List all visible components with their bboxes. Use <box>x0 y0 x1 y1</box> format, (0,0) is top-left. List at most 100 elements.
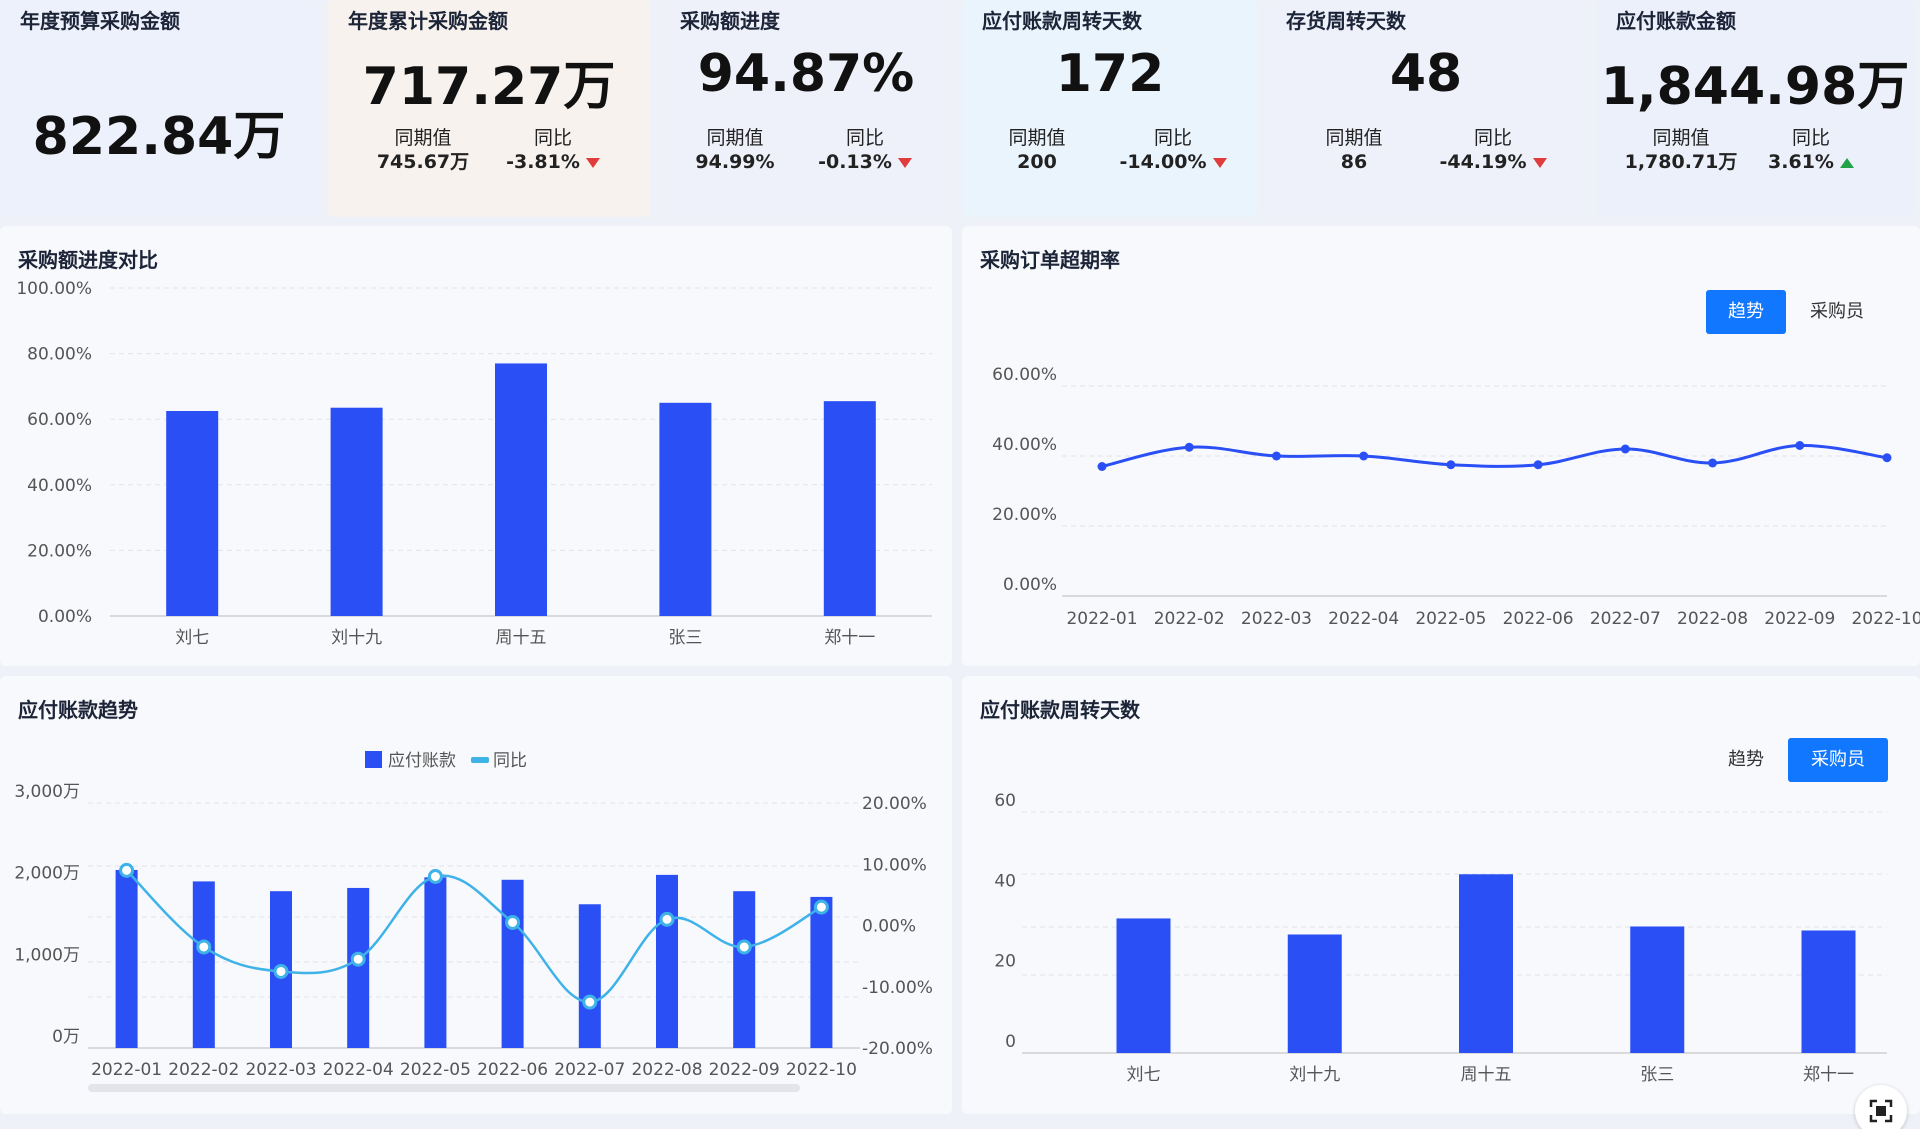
x-tick-label: 张三 <box>1640 1065 1674 1085</box>
kpi-prev: 同期值 86 <box>1279 126 1429 174</box>
x-tick-label: 刘十九 <box>1289 1065 1340 1085</box>
x-tick-label: 2022-05 <box>1415 609 1486 629</box>
y-left-tick-label: 3,000万 <box>14 782 80 802</box>
y-tick-label: 40 <box>994 871 1016 891</box>
y-tick-label: 40.00% <box>992 435 1057 455</box>
x-tick-label: 刘十九 <box>331 628 382 648</box>
legend-label: 同比 <box>493 751 527 771</box>
data-point <box>1184 442 1194 452</box>
panel-progress-compare: 0.00% 20.00% 40.00% 60.00% 80.00% 100.00% 刘七 刘十… <box>0 226 952 666</box>
kpi-yoy: 同比 -0.13% <box>790 126 940 174</box>
overdue-line-chart: 0.00% 20.00% 40.00% 60.00% 2022-01 2022-02 202… <box>992 365 1920 629</box>
y-right-tick-label: 0.00% <box>862 917 916 937</box>
x-tick-label: 2022-10 <box>786 1060 857 1080</box>
x-tick-label: 2022-02 <box>1154 609 1225 629</box>
yoy-label: 同比 <box>1153 127 1192 149</box>
bar <box>1459 874 1513 1053</box>
bar <box>1630 926 1685 1053</box>
x-tick-label: 刘七 <box>175 628 209 648</box>
kpi-value: 1,844.98万 <box>1600 57 1910 117</box>
y-left-tick-label: 2,000万 <box>14 864 80 884</box>
x-tick-label: 刘七 <box>1127 1065 1161 1085</box>
prev-value: 86 <box>1340 151 1368 173</box>
bar <box>115 869 138 1048</box>
bar <box>656 874 678 1048</box>
y-tick-label: 100.00% <box>16 279 92 299</box>
yoy-point <box>582 994 598 1010</box>
kpi-card-cumulative: 年度累计采购金额 717.27万 同期值 745.67万 同比 -3.81% <box>328 0 650 217</box>
x-tick-label: 周十五 <box>496 628 547 648</box>
bar <box>823 401 876 616</box>
up-arrow-icon <box>1839 157 1854 168</box>
kpi-title: 采购额进度 <box>680 9 780 33</box>
x-tick-label: 2022-01 <box>91 1060 162 1080</box>
prev-label: 同期值 <box>1652 127 1710 149</box>
x-tick-label: 2022-06 <box>1503 609 1574 629</box>
yoy-value: -14.00% <box>1119 151 1207 173</box>
yoy-point <box>427 869 443 884</box>
kpi-card-inventory-days: 存货周转天数 48 同期值 86 同比 -44.19% <box>1266 0 1586 217</box>
y-tick-label: 0 <box>1005 1032 1016 1052</box>
buyer-toggle-button[interactable]: 采购员 <box>1810 301 1864 322</box>
data-point <box>1359 451 1369 461</box>
data-point <box>1620 444 1630 454</box>
turnover-bar-chart: 0 20 40 60 刘七 刘十九 周十五 张三 郑十一 <box>994 791 1887 1085</box>
x-tick-label: 2022-06 <box>477 1060 548 1080</box>
x-tick-label: 2022-02 <box>168 1060 239 1080</box>
y-tick-label: 60.00% <box>27 410 92 430</box>
fullscreen-button[interactable] <box>1855 1085 1907 1129</box>
yoy-point <box>736 939 752 955</box>
kpi-value: 94.87% <box>697 44 915 104</box>
kpi-yoy: 同比 -14.00% <box>1098 126 1248 174</box>
y-tick-label: 20 <box>994 952 1016 972</box>
kpi-card-budget: 年度预算采购金额 822.84万 <box>0 0 318 217</box>
x-tick-label: 2022-05 <box>400 1060 471 1080</box>
kpi-title: 年度累计采购金额 <box>348 9 508 33</box>
prev-label: 同期值 <box>394 127 452 149</box>
x-tick-label: 2022-04 <box>1328 609 1399 629</box>
yoy-value: -3.81% <box>506 151 580 173</box>
data-point <box>1708 458 1718 468</box>
y-tick-label: 20.00% <box>27 541 92 561</box>
yoy-point <box>659 911 675 927</box>
kpi-value: 822.84万 <box>32 107 286 167</box>
prev-label: 同期值 <box>1325 127 1383 149</box>
trend-toggle-button[interactable]: 趋势 <box>1706 290 1786 334</box>
x-tick-label: 2022-10 <box>1851 609 1920 629</box>
y-left-tick-label: 1,000万 <box>14 945 80 965</box>
x-tick-label: 2022-01 <box>1066 609 1137 629</box>
bar <box>330 407 383 616</box>
data-point <box>1446 460 1456 470</box>
y-tick-label: 0.00% <box>38 607 92 627</box>
panel-overdue-rate: 0.00% 20.00% 40.00% 60.00% 2022-01 2022-02 202… <box>962 226 1920 666</box>
kpi-card-progress: 采购额进度 94.87% 同期值 94.99% 同比 -0.13% <box>660 0 952 217</box>
prev-value: 1,780.71万 <box>1624 151 1738 173</box>
chart-title: 应付账款周转天数 <box>980 698 1140 722</box>
kpi-card-payable-amount: 应付账款金额 1,844.98万 同期值 1,780.71万 同比 3.61% <box>1596 0 1914 217</box>
prev-label: 同期值 <box>1008 127 1066 149</box>
kpi-prev: 同期值 745.67万 <box>348 126 498 174</box>
buyer-toggle-button[interactable]: 采购员 <box>1788 738 1888 782</box>
down-arrow-icon <box>1212 157 1227 168</box>
bar <box>659 402 712 616</box>
fullscreen-icon <box>1869 1099 1893 1123</box>
trend-toggle-button[interactable]: 趋势 <box>1728 749 1764 770</box>
yoy-point <box>505 914 521 930</box>
y-right-tick-label: -10.00% <box>862 978 933 998</box>
kpi-prev: 同期值 1,780.71万 <box>1606 126 1756 174</box>
legend-swatch <box>365 751 382 768</box>
yoy-value: -0.13% <box>818 151 892 173</box>
y-tick-label: 60 <box>994 791 1016 811</box>
panel-payable-trend: 0万 1,000万 2,000万 3,000万 -20.00% -10.00% 0.00% 1… <box>0 676 952 1114</box>
yoy-point <box>196 939 212 955</box>
down-arrow-icon <box>897 157 912 168</box>
x-tick-label: 2022-04 <box>323 1060 394 1080</box>
yoy-point <box>119 862 135 878</box>
x-tick-label: 2022-09 <box>1764 609 1835 629</box>
yoy-label: 同比 <box>1791 127 1830 149</box>
kpi-title: 应付账款周转天数 <box>982 9 1142 33</box>
kpi-title: 应付账款金额 <box>1616 9 1736 33</box>
down-arrow-icon <box>585 157 600 168</box>
x-tick-label: 张三 <box>668 628 702 648</box>
prev-value: 745.67万 <box>376 151 470 173</box>
